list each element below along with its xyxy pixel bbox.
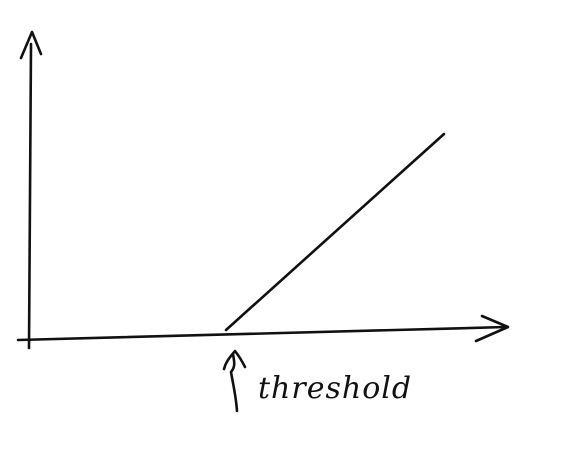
threshold-pointer-arrowhead — [222, 349, 247, 371]
x-axis-arrowhead — [474, 314, 510, 343]
x-axis-line — [16, 325, 507, 342]
y-axis-line — [27, 42, 33, 350]
threshold-label: threshold — [258, 371, 412, 406]
threshold-pointer-arrow — [229, 352, 239, 413]
response-line — [224, 132, 446, 332]
y-axis-arrowhead — [19, 30, 43, 60]
